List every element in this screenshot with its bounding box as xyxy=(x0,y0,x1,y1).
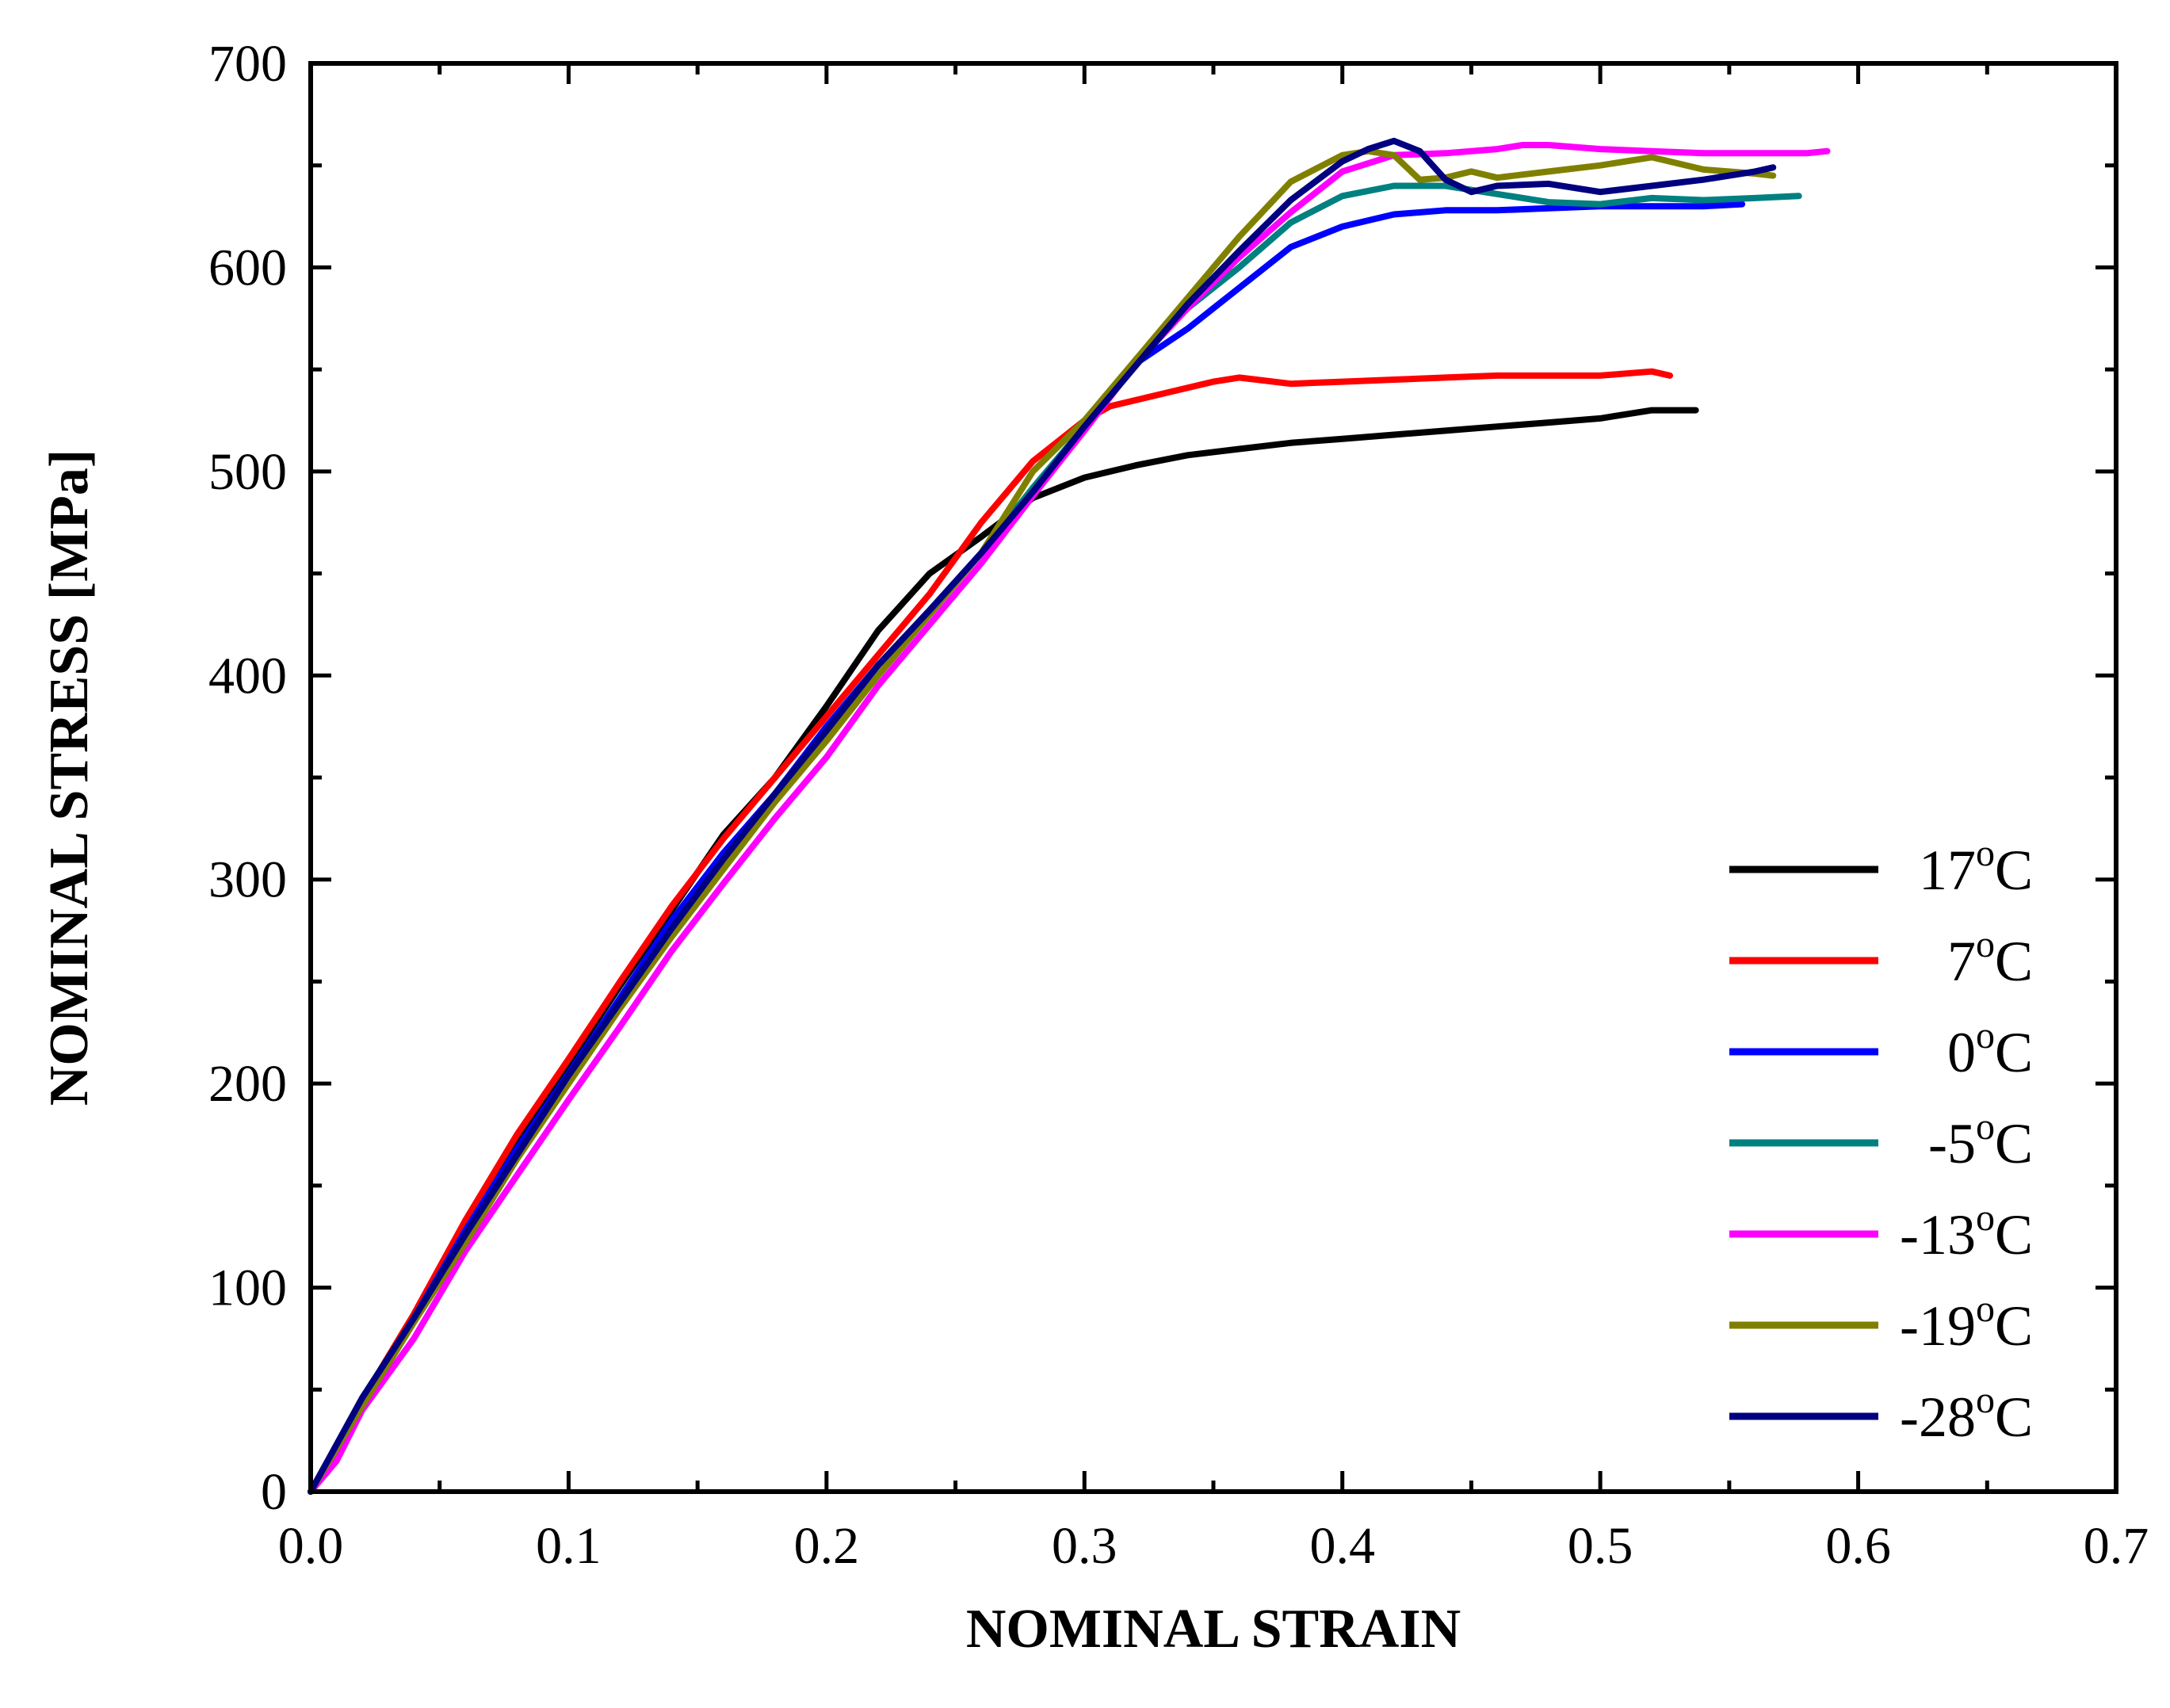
series-line-1 xyxy=(308,368,1673,1495)
x-tick-label: 0.4 xyxy=(1309,1517,1375,1575)
legend-label: -28oC xyxy=(1900,1379,2033,1449)
x-tick-labels: 0.0 0.1 0.2 0.3 0.4 0.5 0.6 0.7 xyxy=(278,1517,2149,1575)
x-tick-label: 0.0 xyxy=(278,1517,344,1575)
legend-label: -5oC xyxy=(1928,1106,2033,1175)
y-tick-label: 100 xyxy=(208,1259,287,1317)
x-tick-label: 0.3 xyxy=(1052,1517,1117,1575)
legend-label: 17oC xyxy=(1919,832,2033,902)
x-tick-label: 0.7 xyxy=(2084,1517,2149,1575)
legend-label: -13oC xyxy=(1900,1197,2033,1267)
data-series xyxy=(308,137,1831,1495)
legend-label: 0oC xyxy=(1947,1014,2033,1084)
y-axis-title: NOMINAL STRESS [MPa] xyxy=(39,449,100,1106)
legend-label: 7oC xyxy=(1947,923,2033,993)
series-line-5 xyxy=(308,147,1777,1495)
series-line-6 xyxy=(308,137,1777,1495)
y-tick-label: 0 xyxy=(261,1463,287,1521)
y-tick-label: 700 xyxy=(208,35,287,93)
legend: 17oC 7oC 0oC -5oC -13oC -19oC -28oC xyxy=(1729,832,2033,1449)
x-tick-label: 0.5 xyxy=(1568,1517,1633,1575)
y-tick-labels: 0 100 200 300 400 500 600 700 xyxy=(208,35,287,1521)
y-tick-label: 400 xyxy=(208,647,287,705)
y-tick-label: 500 xyxy=(208,443,287,501)
x-axis-title: NOMINAL STRAIN xyxy=(966,1599,1461,1660)
y-tick-label: 300 xyxy=(208,851,287,909)
legend-label: -19oC xyxy=(1900,1288,2033,1358)
x-tick-label: 0.6 xyxy=(1825,1517,1891,1575)
x-tick-label: 0.1 xyxy=(536,1517,602,1575)
x-tick-label: 0.2 xyxy=(794,1517,860,1575)
y-tick-label: 600 xyxy=(208,239,287,296)
plot-frame xyxy=(308,61,2118,1494)
y-tick-label: 200 xyxy=(208,1055,287,1113)
